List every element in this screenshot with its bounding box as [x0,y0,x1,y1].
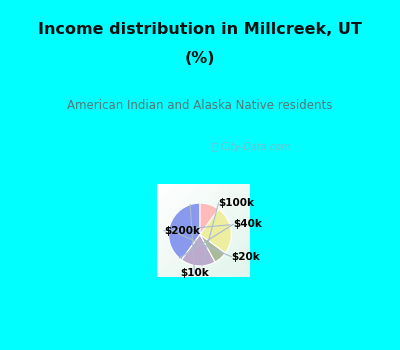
Text: Income distribution in Millcreek, UT: Income distribution in Millcreek, UT [38,22,362,37]
Text: (%): (%) [185,51,215,66]
Wedge shape [200,209,232,253]
Text: American Indian and Alaska Native residents: American Indian and Alaska Native reside… [67,99,333,112]
Wedge shape [200,203,218,235]
Text: $20k: $20k [232,252,260,262]
Text: $100k: $100k [218,198,254,208]
Wedge shape [182,234,215,266]
Wedge shape [168,203,200,260]
Text: $10k: $10k [180,268,209,278]
Text: $200k: $200k [164,226,200,236]
Wedge shape [200,234,226,262]
Text: $40k: $40k [233,219,262,229]
Text: ⓘ City-Data.com: ⓘ City-Data.com [212,142,290,152]
